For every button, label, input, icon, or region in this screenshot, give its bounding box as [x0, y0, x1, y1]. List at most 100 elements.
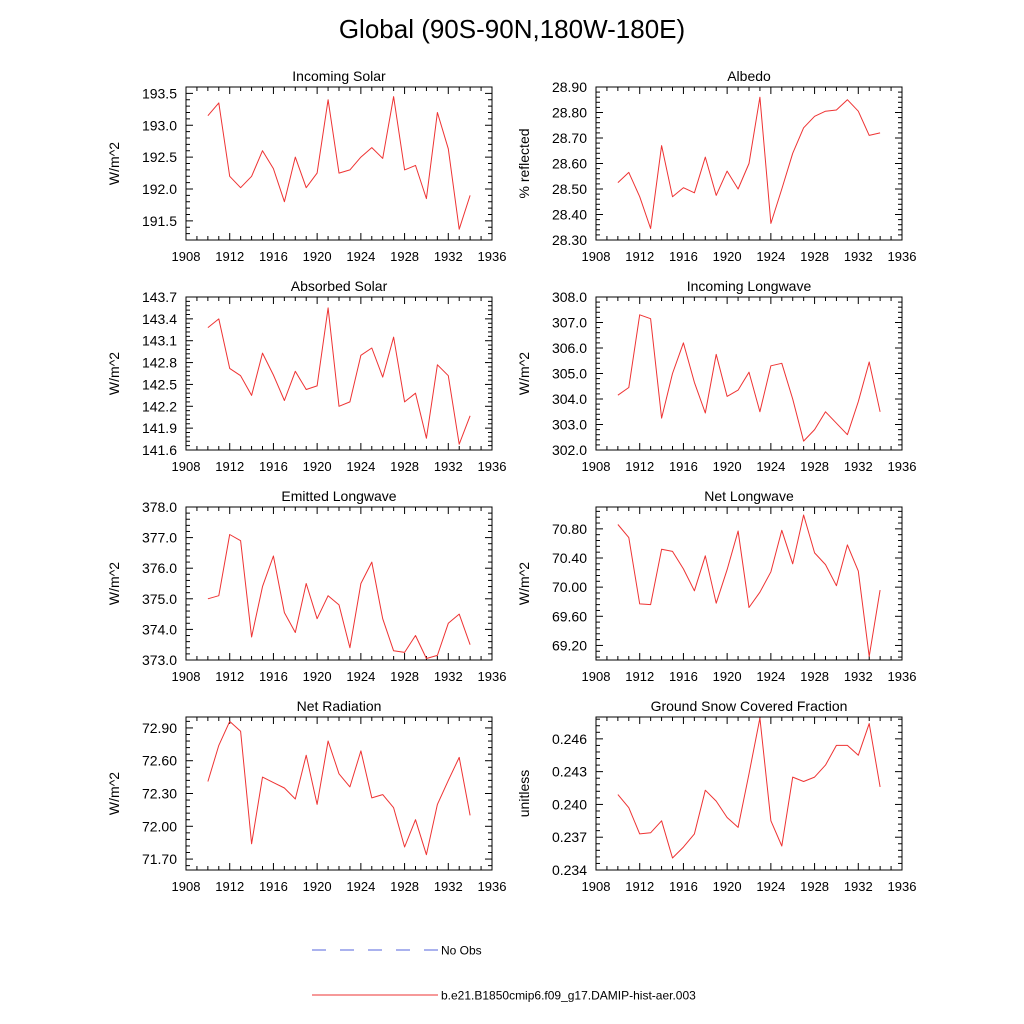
- x-tick-label: 1928: [390, 879, 419, 894]
- x-tick-label: 1924: [756, 249, 785, 264]
- x-tick-label: 1908: [172, 669, 201, 684]
- y-axis-label: W/m^2: [106, 352, 122, 395]
- plot-frame: [185, 86, 493, 241]
- x-tick-label: 1924: [346, 459, 375, 474]
- x-tick-label: 1932: [434, 669, 463, 684]
- chart-panel: Incoming Longwave W/m^2 1908 1912 1916 1920 19…: [516, 278, 916, 474]
- y-tick-label: 378.0: [142, 499, 177, 515]
- y-axis-label: W/m^2: [516, 352, 532, 395]
- x-tick-label: 1928: [390, 249, 419, 264]
- x-tick-label: 1908: [172, 879, 201, 894]
- series-line: [207, 307, 471, 445]
- legend-label-no-obs: No Obs: [441, 944, 482, 958]
- chart-panel: Absorbed Solar W/m^2 1908 1912 1916 1920 1924 1…: [106, 278, 506, 474]
- y-tick-label: 141.9: [142, 420, 177, 436]
- x-tick-label: 1920: [713, 879, 742, 894]
- y-axis-label: unitless: [516, 770, 532, 817]
- y-tick-label: 28.30: [552, 232, 587, 248]
- y-tick-label: 143.1: [142, 333, 177, 349]
- y-tick-label: 71.70: [142, 851, 177, 867]
- y-tick-label: 69.60: [552, 608, 587, 624]
- x-tick-label: 1936: [888, 879, 917, 894]
- plot-frame: [185, 506, 493, 661]
- y-tick-label: 70.80: [552, 521, 587, 537]
- y-tick-label: 373.0: [142, 652, 177, 668]
- y-tick-label: 28.80: [552, 105, 587, 121]
- legend: No Obs b.e21.B1850cmip6.f09_g17.DAMIP-hi…: [312, 944, 696, 1003]
- y-tick-label: 143.7: [142, 289, 177, 305]
- x-tick-label: 1936: [888, 249, 917, 264]
- x-tick-label: 1916: [669, 669, 698, 684]
- y-tick-label: 70.40: [552, 550, 587, 566]
- panel-title: Incoming Solar: [292, 68, 386, 84]
- x-tick-label: 1928: [390, 669, 419, 684]
- x-tick-label: 1908: [172, 459, 201, 474]
- figure-title: Global (90S-90N,180W-180E): [338, 14, 686, 44]
- y-tick-label: 72.90: [142, 720, 177, 736]
- panel-title: Net Radiation: [297, 698, 382, 714]
- panel-title: Emitted Longwave: [281, 488, 396, 504]
- x-tick-label: 1924: [346, 669, 375, 684]
- x-tick-label: 1924: [756, 459, 785, 474]
- chart-panel: Net Radiation W/m^2 1908 1912 1916 1920 1924 19…: [106, 698, 506, 894]
- y-tick-label: 0.234: [552, 862, 587, 878]
- panel-title: Albedo: [727, 68, 771, 84]
- y-tick-label: 28.60: [552, 156, 587, 172]
- series-line: [617, 717, 881, 859]
- x-tick-label: 1928: [390, 459, 419, 474]
- x-tick-label: 1928: [800, 879, 829, 894]
- x-tick-label: 1936: [478, 249, 507, 264]
- y-tick-label: 70.00: [552, 579, 587, 595]
- series-line: [617, 314, 881, 442]
- chart-panel: Net Longwave W/m^2 1908 1912 1916 1920 1924 192…: [516, 488, 916, 684]
- x-tick-label: 1936: [478, 459, 507, 474]
- x-tick-label: 1924: [756, 879, 785, 894]
- y-tick-label: 307.0: [552, 315, 587, 331]
- x-tick-label: 1936: [888, 459, 917, 474]
- x-tick-label: 1916: [259, 669, 288, 684]
- x-tick-label: 1920: [713, 459, 742, 474]
- y-axis-label: W/m^2: [106, 562, 122, 605]
- x-tick-label: 1920: [303, 249, 332, 264]
- y-tick-label: 305.0: [552, 366, 587, 382]
- x-tick-label: 1928: [800, 249, 829, 264]
- y-tick-label: 192.5: [142, 149, 177, 165]
- y-tick-label: 72.60: [142, 753, 177, 769]
- y-tick-label: 28.70: [552, 130, 587, 146]
- y-tick-label: 0.246: [552, 731, 587, 747]
- x-tick-label: 1908: [582, 669, 611, 684]
- panel-title: Net Longwave: [704, 488, 794, 504]
- y-tick-label: 302.0: [552, 442, 587, 458]
- x-tick-label: 1924: [346, 879, 375, 894]
- x-tick-label: 1908: [582, 879, 611, 894]
- y-tick-label: 142.5: [142, 376, 177, 392]
- series-line: [207, 534, 471, 659]
- x-tick-label: 1916: [259, 879, 288, 894]
- x-tick-label: 1908: [582, 249, 611, 264]
- x-tick-label: 1908: [172, 249, 201, 264]
- x-tick-label: 1916: [259, 459, 288, 474]
- y-tick-label: 375.0: [142, 591, 177, 607]
- x-tick-label: 1912: [625, 879, 654, 894]
- y-tick-label: 72.30: [142, 786, 177, 802]
- chart-panel: Emitted Longwave W/m^2 1908 1912 1916 1920 192…: [106, 488, 506, 684]
- y-tick-label: 193.0: [142, 117, 177, 133]
- x-tick-label: 1916: [669, 459, 698, 474]
- x-tick-label: 1920: [713, 249, 742, 264]
- x-tick-label: 1912: [625, 669, 654, 684]
- x-tick-label: 1916: [669, 249, 698, 264]
- legend-label-model: b.e21.B1850cmip6.f09_g17.DAMIP-hist-aer.…: [441, 989, 696, 1003]
- y-axis-label: % reflected: [516, 128, 532, 198]
- y-axis-label: W/m^2: [106, 772, 122, 815]
- panel-title: Absorbed Solar: [291, 278, 388, 294]
- x-tick-label: 1908: [582, 459, 611, 474]
- x-tick-label: 1928: [800, 459, 829, 474]
- x-tick-label: 1936: [478, 669, 507, 684]
- x-tick-label: 1924: [756, 669, 785, 684]
- panel-title: Incoming Longwave: [687, 278, 812, 294]
- chart-panel: Albedo % reflected 1908 1912 1916 1920 1924 192…: [516, 68, 916, 264]
- x-tick-label: 1916: [259, 249, 288, 264]
- x-tick-label: 1912: [215, 459, 244, 474]
- y-tick-label: 28.40: [552, 207, 587, 223]
